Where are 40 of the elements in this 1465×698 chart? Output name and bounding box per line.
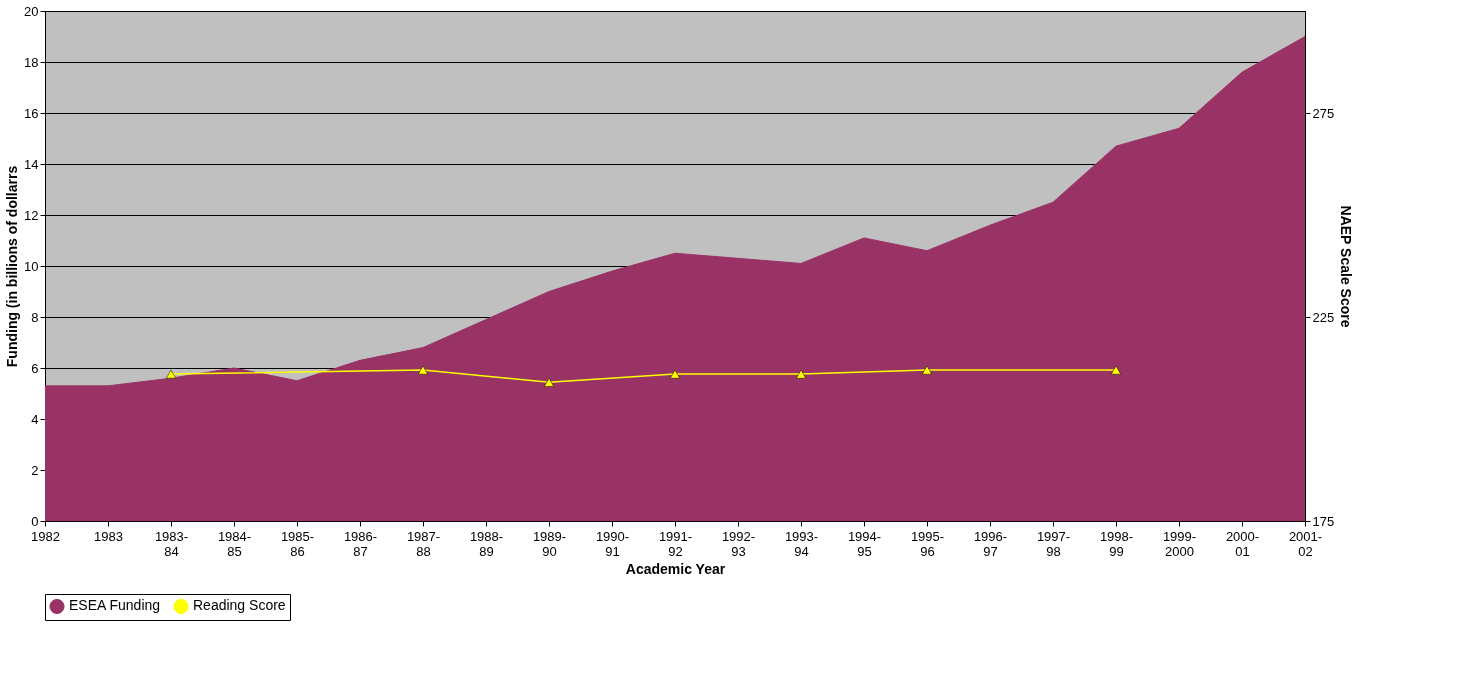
y2-tick-label: 175: [1312, 513, 1335, 529]
y-axis-title: Funding (in billions of dollarrs: [4, 165, 21, 368]
y-tick-label: 0: [31, 513, 39, 529]
x-tick-label: 1986-87: [343, 528, 378, 559]
y-tick-label: 20: [24, 3, 39, 19]
y2-tick-label: 275: [1312, 105, 1335, 121]
x-tick-label: 1996-97: [973, 528, 1008, 559]
y-tick-label: 4: [31, 411, 39, 427]
y-tick-label: 2: [31, 462, 39, 478]
y-tick-label: 8: [31, 309, 39, 325]
x-tick-label: 2000-01: [1225, 528, 1260, 559]
y-tick-label: 6: [31, 360, 39, 376]
x-tick-label: 1983-84: [154, 528, 189, 559]
x-tick-label: 1997-98: [1036, 528, 1071, 559]
y2-tick-label: 225: [1312, 309, 1335, 325]
x-tick-label: 2001-02: [1288, 528, 1323, 559]
x-tick-label: 1991-92: [658, 528, 693, 559]
x-tick-label: 1989-90: [532, 528, 567, 559]
legend-label: ESEA Funding: [69, 597, 161, 614]
x-tick-label: 1982: [31, 528, 60, 544]
y-tick-label: 16: [24, 105, 39, 121]
x-tick-label: 1992-93: [721, 528, 756, 559]
x-tick-label: 1993-94: [784, 528, 819, 559]
legend-label: Reading Score: [193, 597, 286, 614]
x-tick-label: 1983: [94, 528, 123, 544]
y-tick-label: 14: [24, 156, 39, 172]
x-tick-label: 1999-2000: [1162, 528, 1197, 559]
x-tick-label: 1998-99: [1099, 528, 1134, 559]
x-tick-label: 1988-89: [469, 528, 504, 559]
x-tick-label: 1995-96: [910, 528, 945, 559]
x-tick-label: 1990-91: [595, 528, 630, 559]
y2-axis-title: NAEP Scale Score: [1338, 205, 1355, 328]
x-axis-title: Academic Year: [625, 560, 726, 577]
y-tick-label: 10: [24, 258, 39, 274]
y-tick-label: 18: [24, 54, 39, 70]
x-tick-label: 1985-86: [280, 528, 315, 559]
x-tick-label: 1994-95: [847, 528, 882, 559]
x-tick-label: 1987-88: [406, 528, 441, 559]
y-tick-label: 12: [24, 207, 39, 223]
x-tick-label: 1984-85: [217, 528, 252, 559]
